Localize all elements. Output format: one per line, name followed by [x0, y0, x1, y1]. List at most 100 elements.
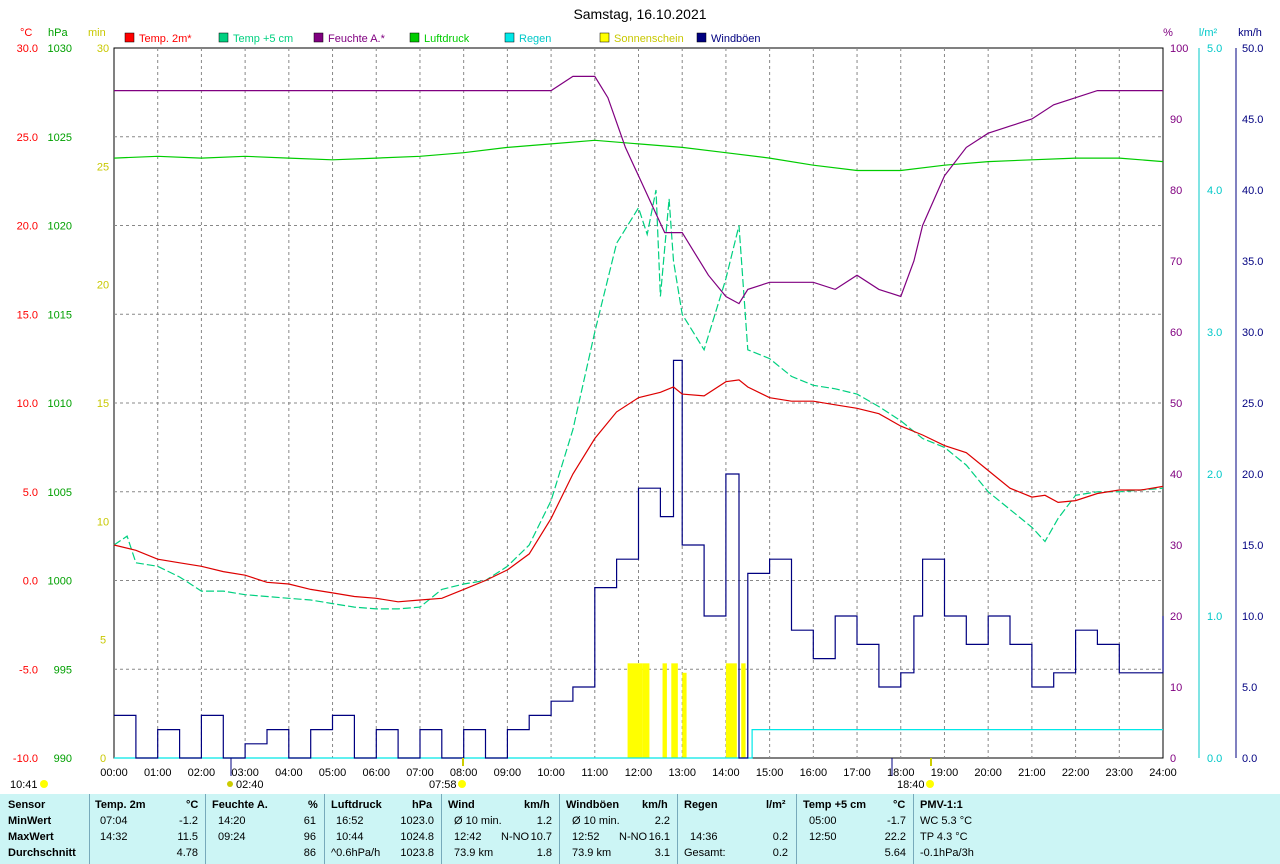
pressure-max-value: 1024.8	[400, 831, 434, 843]
sunshine-bar	[671, 663, 678, 758]
chart-title: Samstag, 16.10.2021	[573, 6, 706, 22]
legend-swatch	[124, 32, 135, 43]
wind-tick-label: 15.0	[1242, 540, 1263, 552]
legend: Temp. 2m* Temp +5 cm Feuchte A.* Luftdruck R…	[124, 32, 761, 45]
pressure-tick-label: 995	[54, 664, 72, 676]
temp2m-max-time: 14:32	[100, 831, 128, 843]
temp5cm-header: Temp +5 cm	[803, 799, 867, 811]
sun-tick-label: 0	[100, 753, 106, 765]
temp-tick-label: 25.0	[17, 132, 38, 144]
pressure-tick-label: 990	[54, 753, 72, 765]
gust-distance: 73.9 km	[572, 847, 612, 859]
temp5cm-unit: °C	[893, 799, 906, 811]
x-tick-label: 18:00	[887, 767, 915, 779]
x-tick-label: 24:00	[1149, 767, 1177, 779]
x-tick-label: 07:00	[406, 767, 434, 779]
pressure-tick-label: 1030	[48, 43, 72, 55]
pressure-trend: ^0.6hPa/h	[331, 847, 381, 859]
gust-max-direction: N-NO	[619, 831, 648, 843]
x-tick-label: 00:00	[100, 767, 128, 779]
x-tick-label: 19:00	[931, 767, 959, 779]
sunshine-bar	[682, 672, 687, 758]
wind-unit: km/h	[524, 799, 550, 811]
temp2m-avg-value: 4.78	[176, 847, 198, 859]
humidity-tick-label: 0	[1170, 753, 1176, 765]
rain-tick-label: 0.0	[1207, 753, 1222, 765]
humidity-min-time: 14:20	[218, 815, 246, 827]
left-corner-time: 10:41	[10, 779, 38, 791]
legend-swatch	[504, 32, 515, 43]
gust-max-time: 12:52	[572, 831, 600, 843]
temp5cm-min-time: 05:00	[809, 815, 837, 827]
pressure-header: Luftdruck	[331, 799, 382, 811]
moon-icon	[227, 781, 233, 787]
legend-label: Temp +5 cm	[233, 33, 293, 45]
sun-icon	[40, 780, 48, 788]
rain-total-value: 0.2	[772, 847, 788, 859]
x-tick-label: 11:00	[581, 767, 608, 779]
temp-axis-unit: °C	[20, 27, 32, 39]
temp2m-unit: °C	[186, 799, 199, 811]
pressure-max-time: 10:44	[336, 831, 364, 843]
pressure-unit: hPa	[412, 799, 433, 811]
wind-avg-value: 1.8	[536, 847, 552, 859]
rain-max-time: 14:36	[690, 831, 718, 843]
pressure-min-value: 1023.0	[400, 815, 434, 827]
x-tick-label: 13:00	[668, 767, 696, 779]
windgust-line	[114, 359, 1164, 759]
temp2m-min-value: -1.2	[179, 815, 198, 827]
humidity-tick-label: 50	[1170, 398, 1182, 410]
rain-axis-unit: l/m²	[1199, 27, 1218, 39]
humidity-line	[114, 75, 1163, 305]
x-tick-label: 06:00	[362, 767, 390, 779]
humidity-tick-label: 90	[1170, 114, 1182, 126]
legend-swatch	[696, 32, 707, 43]
humidity-tick-label: 80	[1170, 185, 1182, 197]
legend-swatch	[313, 32, 324, 43]
sensor-header: Sensor	[8, 799, 46, 811]
humidity-min-value: 61	[303, 815, 316, 827]
wind-tick-label: 20.0	[1242, 469, 1263, 481]
gust-header: Windböen	[566, 799, 620, 811]
pmv-header: PMV-1:1	[920, 799, 963, 811]
humidity-avg-value: 86	[303, 847, 316, 859]
x-tick-label: 09:00	[494, 767, 522, 779]
x-tick-label: 15:00	[756, 767, 784, 779]
x-tick-label: 10:00	[537, 767, 565, 779]
pressure-tick-label: 1015	[48, 309, 72, 321]
wind-max-time: 12:42	[454, 831, 482, 843]
sunset-time: 18:40	[897, 779, 925, 791]
x-tick-label: 12:00	[625, 767, 653, 779]
rain-header: Regen	[684, 799, 718, 811]
pmv-windchill: WC 5.3 °C	[920, 815, 973, 827]
annotations: 10:41 02:40 07:58 18:40	[10, 758, 934, 791]
temp-tick-label: 10.0	[17, 398, 38, 410]
gust-avg10-value: 2.2	[654, 815, 670, 827]
legend-label: Feuchte A.*	[328, 33, 386, 45]
humidity-axis-unit: %	[1163, 27, 1173, 39]
x-tick-label: 21:00	[1018, 767, 1046, 779]
pressure-line	[113, 139, 1164, 172]
x-tick-label: 01:00	[144, 767, 172, 779]
temp-tick-label: 30.0	[17, 43, 38, 55]
sunset-icon	[926, 780, 934, 788]
sunshine-bar	[642, 663, 650, 758]
wind-distance: 73.9 km	[454, 847, 494, 859]
humidity-header: Feuchte A.	[212, 799, 268, 811]
humidity-tick-label: 30	[1170, 540, 1182, 552]
temp-tick-label: -5.0	[19, 664, 38, 676]
humidity-unit: %	[308, 799, 318, 811]
sunshine-bar	[725, 663, 737, 758]
x-tick-label: 16:00	[800, 767, 828, 779]
rain-line	[114, 729, 1163, 759]
x-tick-label: 20:00	[974, 767, 1002, 779]
humidity-tick-label: 70	[1170, 256, 1182, 268]
rain-tick-label: 5.0	[1207, 43, 1222, 55]
pmv-dewpoint: TP 4.3 °C	[920, 831, 968, 843]
wind-tick-label: 10.0	[1242, 611, 1263, 623]
rain-total-label: Gesamt:	[684, 847, 726, 859]
x-tick-label: 05:00	[319, 767, 347, 779]
pmv-pressure-trend: -0.1hPa/3h	[920, 847, 974, 859]
wind-tick-label: 25.0	[1242, 398, 1263, 410]
row-label-avg: Durchschnitt	[8, 847, 76, 859]
